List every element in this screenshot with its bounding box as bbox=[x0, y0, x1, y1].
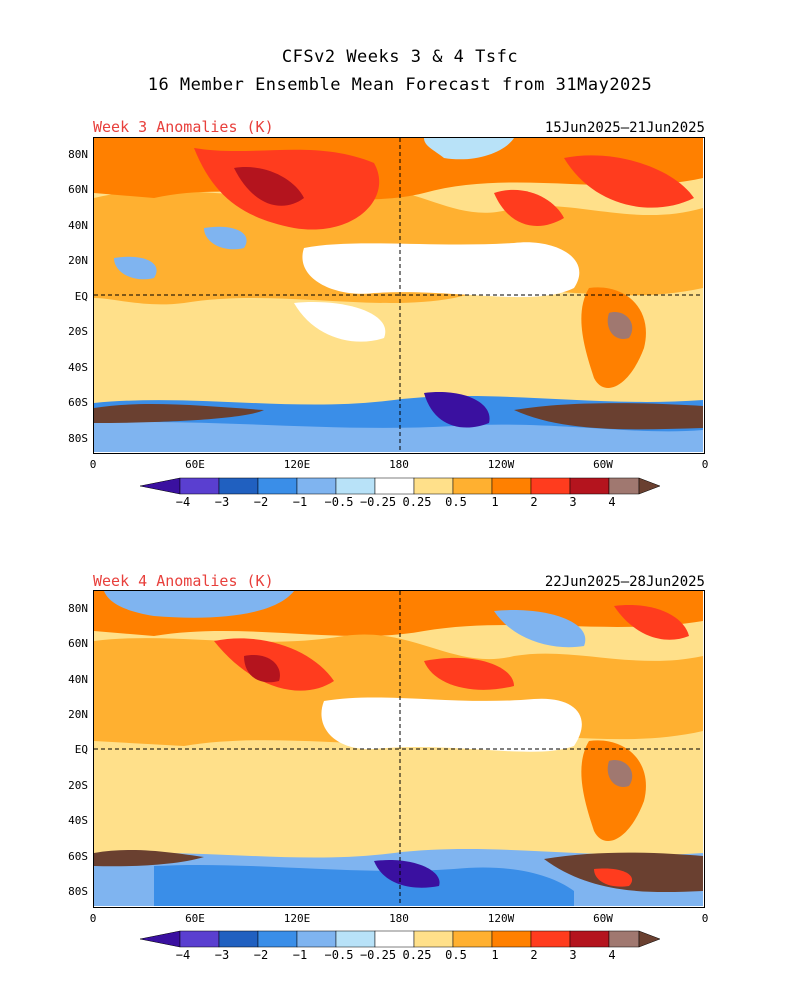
lon-label: 180 bbox=[389, 912, 409, 925]
colorbar-1-label: 0.5 bbox=[445, 495, 467, 509]
lon-label: 60E bbox=[185, 458, 205, 471]
lat-label: 60N bbox=[68, 637, 88, 650]
lat-label: 20N bbox=[68, 708, 88, 721]
week4-anomaly-map bbox=[93, 590, 705, 908]
week3-anomaly-map bbox=[93, 137, 705, 454]
colorbar-1-label: −2 bbox=[253, 495, 269, 509]
lon-label: 120E bbox=[283, 458, 311, 471]
lon-label: 180 bbox=[389, 458, 409, 471]
title-line-2: 16 Member Ensemble Mean Forecast from 31… bbox=[147, 75, 653, 95]
lat-label: 60S bbox=[68, 396, 88, 409]
lat-label: EQ bbox=[74, 743, 88, 756]
title-line-1: CFSv2 Weeks 3 & 4 Tsfc bbox=[281, 47, 519, 67]
colorbar-1-label: −1 bbox=[292, 495, 308, 509]
lon-label: 0 bbox=[89, 912, 97, 925]
lon-label: 0 bbox=[701, 458, 709, 471]
colorbar-2-label: −0.5 bbox=[324, 948, 354, 962]
colorbar-2-label: 4 bbox=[608, 948, 616, 962]
colorbar-2-label: 2 bbox=[530, 948, 538, 962]
lon-label: 60E bbox=[185, 912, 205, 925]
lat-label: 40S bbox=[68, 361, 88, 374]
lat-label: 80N bbox=[68, 602, 88, 615]
colorbar-2-label: −1 bbox=[292, 948, 308, 962]
panel-1-date-range: 15Jun2025—21Jun2025 bbox=[544, 120, 705, 136]
colorbar-1-label: −3 bbox=[214, 495, 230, 509]
lon-label: 0 bbox=[89, 458, 97, 471]
lat-label: 80N bbox=[68, 148, 88, 161]
colorbar-1-label: −4 bbox=[175, 495, 191, 509]
colorbar-1-label: 3 bbox=[569, 495, 577, 509]
week3-map-svg bbox=[94, 138, 703, 452]
week4-map-svg bbox=[94, 591, 703, 906]
colorbar-2-label: 3 bbox=[569, 948, 577, 962]
panel-1-label: Week 3 Anomalies (K) bbox=[93, 118, 274, 136]
lon-label: 120E bbox=[283, 912, 311, 925]
colorbar-1-label: 0.25 bbox=[402, 495, 432, 509]
colorbar-1-label: 1 bbox=[491, 495, 499, 509]
colorbar-1-label: 4 bbox=[608, 495, 616, 509]
lat-label: 20N bbox=[68, 254, 88, 267]
colorbar-1-label: 2 bbox=[530, 495, 538, 509]
colorbar-1-label: −0.25 bbox=[359, 495, 397, 509]
colorbar-1 bbox=[139, 477, 661, 499]
lat-label: 40S bbox=[68, 814, 88, 827]
colorbar-2-label: 0.5 bbox=[445, 948, 467, 962]
colorbar-2-svg bbox=[139, 930, 661, 948]
colorbar-2-label: −0.25 bbox=[359, 948, 397, 962]
lat-label: 40N bbox=[68, 219, 88, 232]
lat-label: 80S bbox=[68, 432, 88, 445]
colorbar-2-label: 0.25 bbox=[402, 948, 432, 962]
lat-label: 60N bbox=[68, 183, 88, 196]
lat-label: 20S bbox=[68, 779, 88, 792]
colorbar-2 bbox=[139, 930, 661, 952]
panel-2-label: Week 4 Anomalies (K) bbox=[93, 572, 274, 590]
colorbar-2-label: −3 bbox=[214, 948, 230, 962]
lon-label: 120W bbox=[487, 912, 515, 925]
panel-2-date-range: 22Jun2025—28Jun2025 bbox=[544, 574, 705, 590]
colorbar-2-label: 1 bbox=[491, 948, 499, 962]
lat-label: 60S bbox=[68, 850, 88, 863]
colorbar-2-label: −2 bbox=[253, 948, 269, 962]
lat-label: 80S bbox=[68, 885, 88, 898]
lon-label: 60W bbox=[593, 912, 613, 925]
colorbar-1-svg bbox=[139, 477, 661, 495]
lat-label: EQ bbox=[74, 290, 88, 303]
lon-label: 60W bbox=[593, 458, 613, 471]
lat-label: 40N bbox=[68, 673, 88, 686]
lon-label: 0 bbox=[701, 912, 709, 925]
lon-label: 120W bbox=[487, 458, 515, 471]
colorbar-2-label: −4 bbox=[175, 948, 191, 962]
colorbar-1-label: −0.5 bbox=[324, 495, 354, 509]
lat-label: 20S bbox=[68, 325, 88, 338]
